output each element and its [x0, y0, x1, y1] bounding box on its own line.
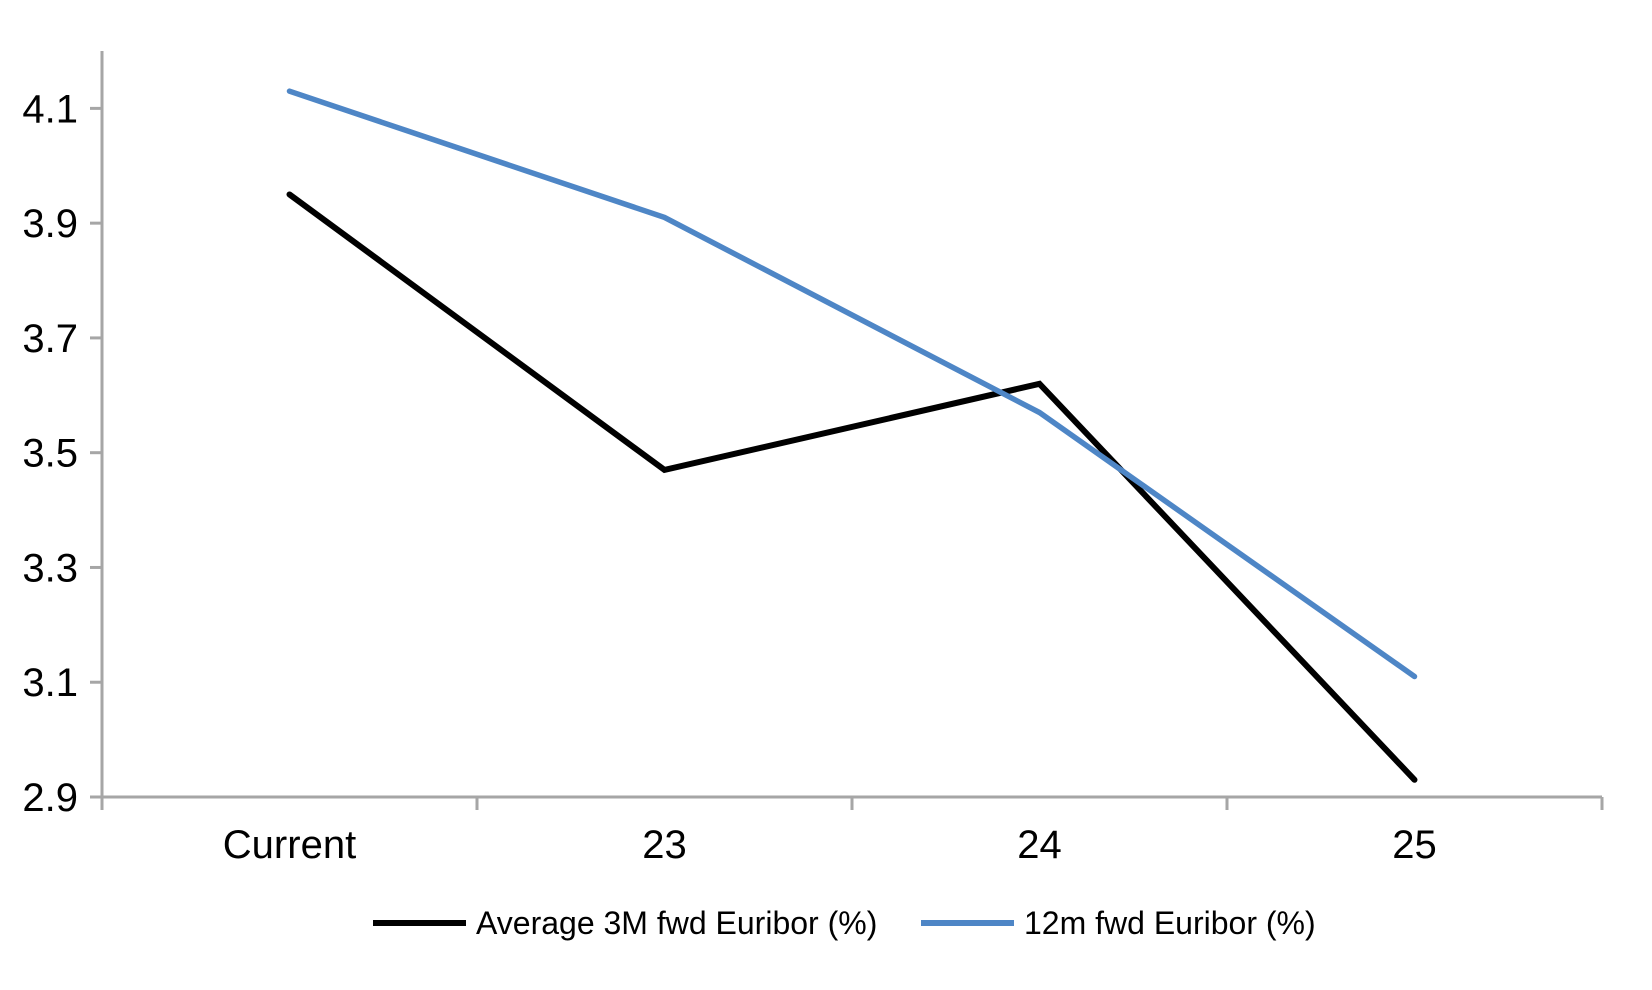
x-axis-label-23: 23	[642, 823, 687, 867]
legend-label-12m-fwd-euribor: 12m fwd Euribor (%)	[1024, 905, 1316, 941]
series-line-12m-fwd-euribor	[286, 88, 1418, 680]
y-axis-label: 3.5	[22, 432, 78, 476]
y-axis-labels: 2.9 3.1 3.3 3.5 3.7 3.9 4.1	[22, 87, 78, 820]
y-axis-label: 4.1	[22, 87, 78, 131]
series-line-average-3m-fwd-euribor	[286, 191, 1418, 783]
legend-label-average-3m-fwd-euribor: Average 3M fwd Euribor (%)	[476, 905, 877, 941]
x-axis-ticks	[100, 797, 1604, 810]
x-axis-label-25: 25	[1392, 823, 1437, 867]
legend: Average 3M fwd Euribor (%) 12m fwd Eurib…	[373, 905, 1316, 941]
y-axis-label: 3.1	[22, 661, 78, 705]
y-axis-label: 3.7	[22, 317, 78, 361]
series-lines	[286, 88, 1418, 783]
y-axis-label: 2.9	[22, 776, 78, 820]
y-axis-label: 3.9	[22, 202, 78, 246]
x-axis-label-current: Current	[223, 823, 356, 867]
y-axis-ticks	[90, 106, 102, 799]
x-axis-labels: Current 23 24 25	[223, 823, 1437, 867]
y-axis-label: 3.3	[22, 546, 78, 590]
x-axis-label-24: 24	[1017, 823, 1062, 867]
